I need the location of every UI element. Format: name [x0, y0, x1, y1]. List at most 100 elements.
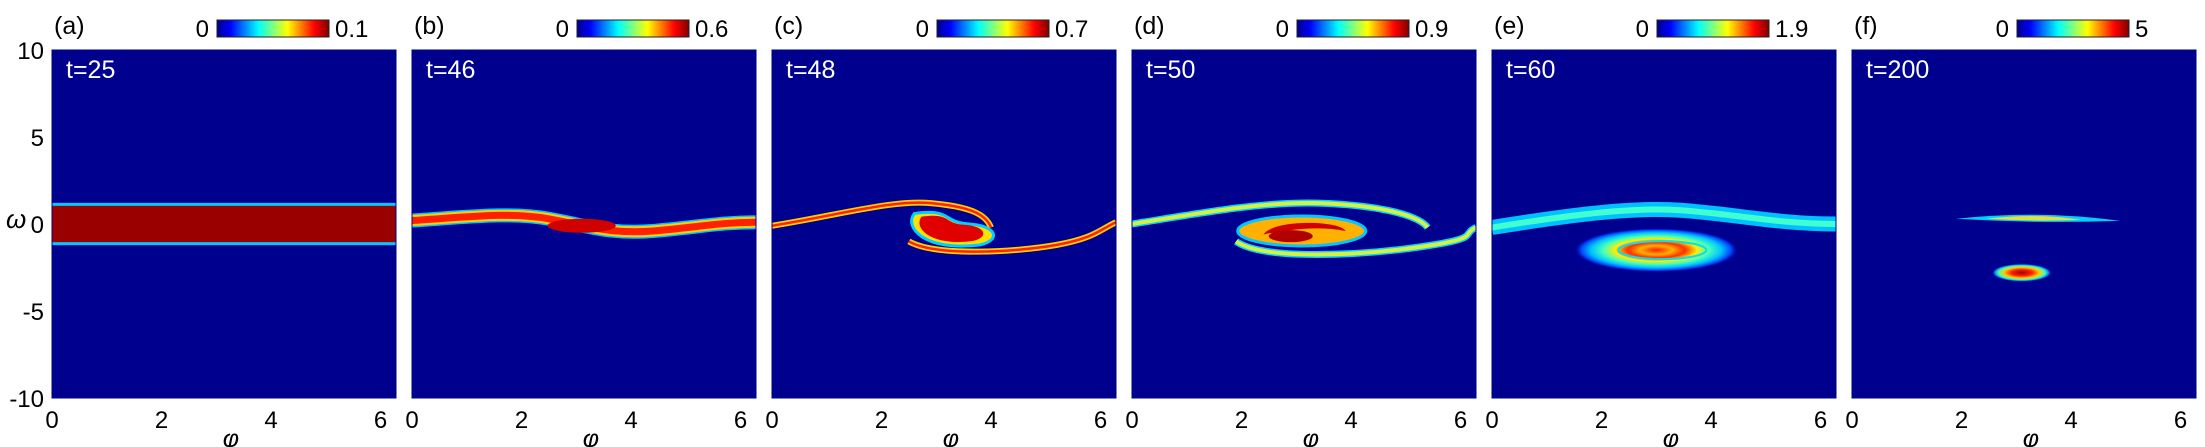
heatmap-field [1956, 214, 2121, 282]
filament-core-1 [1132, 200, 1430, 229]
x-tick-label: 6 [1814, 407, 1827, 434]
time-label: t=48 [786, 56, 835, 84]
vortex-arm [1263, 222, 1346, 235]
colorbar-max-label: 1.9 [1775, 16, 1808, 43]
colorbar-max-label: 5 [2135, 16, 2148, 43]
x-axis-label: φ [583, 425, 599, 447]
colorbar-max-label: 0.9 [1415, 16, 1448, 43]
colorbar-min-label: 0 [1996, 16, 2009, 43]
time-label: t=60 [1506, 56, 1555, 84]
heatmap-field [1132, 199, 1476, 258]
colorbar [2016, 19, 2130, 38]
colorbar-max-label: 0.6 [695, 16, 728, 43]
panel-label: (b) [414, 12, 445, 40]
x-axis-label: φ [1663, 425, 1679, 447]
filament-core [1492, 206, 1836, 231]
filament-core [1986, 216, 2081, 221]
y-tick-label: 0 [31, 212, 44, 239]
heatmap-field [1492, 201, 1836, 273]
x-tick-label: 0 [405, 407, 418, 434]
x-tick-label: 2 [875, 407, 888, 434]
colorbar-min-label: 0 [1636, 16, 1649, 43]
colorbar-max-label: 0.1 [335, 16, 368, 43]
heatmap-field [412, 208, 756, 239]
x-tick-label: 4 [624, 407, 637, 434]
x-tick-label: 6 [1454, 407, 1467, 434]
x-axis-label: φ [943, 425, 959, 447]
x-axis-label: φ [2023, 425, 2039, 447]
density-peak [547, 218, 616, 233]
filament-core-2 [1234, 225, 1476, 257]
x-tick-label: 0 [45, 407, 58, 434]
x-tick-label: 0 [765, 407, 778, 434]
vortex-core [1268, 230, 1313, 243]
panel-f: (f)t=2000502468φ [1845, 12, 2197, 447]
colorbar-min-label: 0 [196, 16, 209, 43]
time-label: t=46 [426, 56, 475, 84]
panel-c: (c) t=48 0 0.7 0 2 4 6 φ [765, 12, 1117, 447]
y-tick-label: -10 [9, 386, 44, 413]
panel-d: (d) t=50 0 0.9 0 2 4 6 φ [1125, 12, 1477, 447]
panel-label: (c) [774, 12, 803, 40]
x-axis-label: φ [223, 425, 239, 447]
plot-frame [1491, 49, 1837, 399]
x-tick-label: 4 [2064, 407, 2077, 434]
colorbar [1656, 19, 1770, 38]
plot-frame [1851, 49, 2197, 399]
heatmap-field [52, 202, 396, 246]
x-tick-label: 0 [1125, 407, 1138, 434]
x-tick-label: 6 [1094, 407, 1107, 434]
x-tick-label: 6 [374, 407, 387, 434]
x-tick-label: 2 [1235, 407, 1248, 434]
filament-core-1 [772, 201, 993, 229]
vortex [1991, 263, 2052, 282]
y-axis-label: ω [6, 204, 26, 234]
x-tick-label: 0 [1845, 407, 1858, 434]
colorbar-min-label: 0 [556, 16, 569, 43]
x-tick-label: 2 [1595, 407, 1608, 434]
colorbar-max-label: 0.7 [1055, 16, 1088, 43]
panel-label: (a) [54, 12, 85, 40]
y-tick-label: -5 [23, 299, 44, 326]
x-tick-label: 4 [264, 407, 277, 434]
vortex-core [919, 215, 984, 243]
x-tick-label: 2 [155, 407, 168, 434]
plot-frame [1131, 49, 1477, 399]
plot-area [1852, 50, 2196, 398]
plot-frame [771, 49, 1117, 399]
panel-e: (e) t=60 0 1.9 0 2 4 6 φ [1485, 12, 1837, 447]
y-tick-label: 5 [31, 125, 44, 152]
panel-label: (f) [1854, 12, 1878, 40]
y-tick-label: 10 [17, 38, 44, 65]
colorbar [216, 19, 330, 38]
x-tick-label: 2 [1955, 407, 1968, 434]
time-label: t=50 [1146, 56, 1195, 84]
band [52, 205, 396, 243]
x-tick-label: 2 [515, 407, 528, 434]
x-tick-label: 0 [1485, 407, 1498, 434]
vortex-ring [1617, 240, 1708, 261]
vortex-outer [1236, 214, 1368, 248]
panel-label: (e) [1494, 12, 1525, 40]
panel-a: (a) t=25 0 0.1 0 2 4 6 φ 10 5 0 -5 -10 [9, 12, 397, 447]
plot-frame [51, 49, 397, 399]
vortex [1574, 228, 1739, 273]
colorbar-min-label: 0 [916, 16, 929, 43]
plot-frame [411, 49, 757, 399]
x-tick-label: 6 [734, 407, 747, 434]
colorbar [1296, 19, 1410, 38]
x-tick-label: 4 [1344, 407, 1357, 434]
x-tick-label: 4 [1704, 407, 1717, 434]
time-label: t=200 [1866, 56, 1929, 84]
x-tick-label: 4 [984, 407, 997, 434]
x-tick-label: 6 [2174, 407, 2187, 434]
colorbar [936, 19, 1050, 38]
filament-core-2 [908, 221, 1116, 253]
colorbar [576, 19, 690, 38]
panel-label: (d) [1134, 12, 1165, 40]
x-axis-label: φ [1303, 425, 1319, 447]
colorbar-min-label: 0 [1276, 16, 1289, 43]
heatmap-field [772, 199, 1116, 255]
panel-b: (b) t=46 0 0.6 0 2 4 6 φ [405, 12, 757, 447]
